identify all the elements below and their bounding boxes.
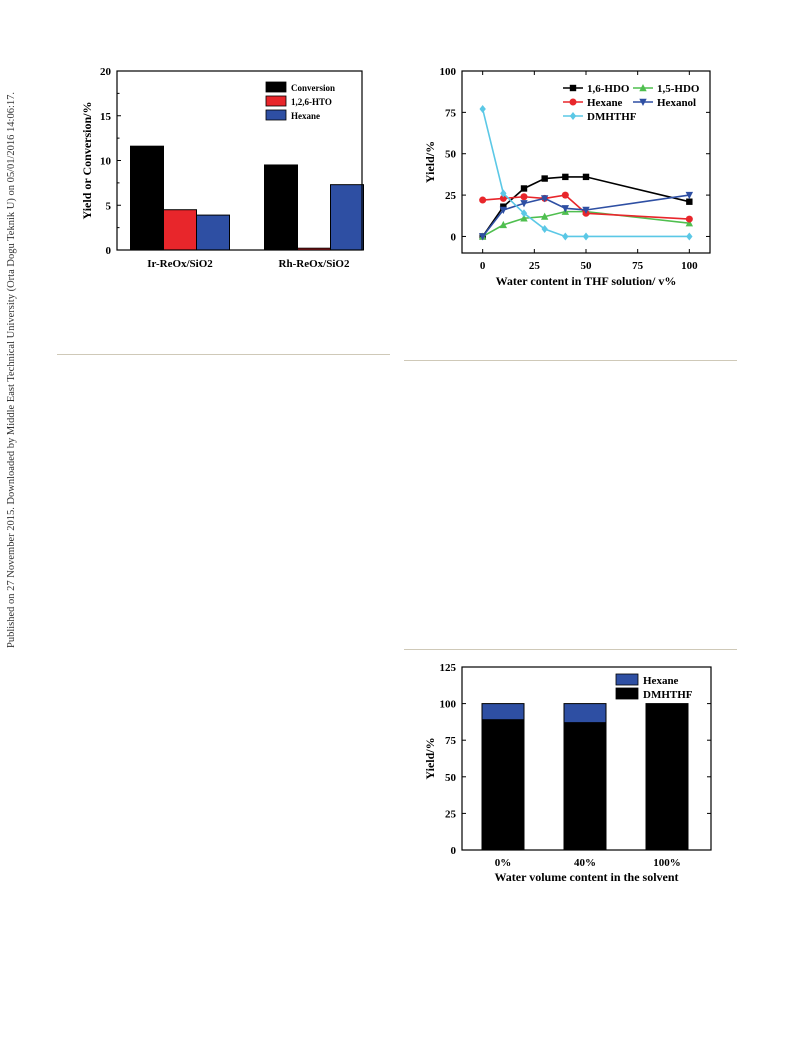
point-1-6-hdo <box>500 203 507 210</box>
point-hexanol <box>685 191 694 200</box>
y-tick-label: 100 <box>440 699 457 711</box>
y-tick-label: 20 <box>100 66 112 78</box>
point-hexane <box>561 191 569 199</box>
legend-label: DMHTHF <box>643 689 693 701</box>
bar-hexane-0 <box>481 703 525 721</box>
x-tick-label: 75 <box>632 260 644 272</box>
legend-label: 1,6-HDO <box>587 83 630 95</box>
point-hexane <box>479 196 487 204</box>
legend-swatch <box>265 95 287 107</box>
legend-marker <box>639 98 647 106</box>
point-dmhthf <box>479 105 486 114</box>
point-1-6-hdo <box>541 175 548 182</box>
y-tick-label: 125 <box>440 662 457 674</box>
point-1-6-hdo <box>582 173 590 181</box>
legend-label: Hexane <box>587 97 623 109</box>
point-hexanol <box>540 195 549 203</box>
point-1-5-hdo <box>685 219 694 227</box>
bar-hexane-1 <box>330 184 364 251</box>
y-axis-label: Yield or Conversion/% <box>80 101 94 219</box>
point-hexanol <box>582 206 590 214</box>
x-tick-label: 40% <box>574 857 596 869</box>
x-tick-label: 100% <box>653 857 681 869</box>
legend-marker <box>569 98 577 106</box>
x-axis-label: Water volume content in the solvent <box>494 870 678 884</box>
legend-label: Hexane <box>643 675 679 687</box>
plot-frame <box>461 666 712 851</box>
bar-dmhthf-2 <box>645 703 689 851</box>
legend-marker <box>569 112 577 120</box>
x-tick-label: 0 <box>480 260 486 272</box>
y-tick-label: 50 <box>445 149 457 161</box>
point-hexanol <box>520 200 528 208</box>
legend-label: 1,2,6-HTO <box>291 97 332 107</box>
legend-swatch <box>265 109 287 121</box>
legend-label: 1,5-HDO <box>657 83 700 95</box>
point-1-6-hdo <box>562 173 569 181</box>
y-tick-label: 0 <box>451 231 457 243</box>
point-hexanol <box>561 205 570 213</box>
legend-label: DMHTHF <box>587 111 637 123</box>
bar-dmhthf-1 <box>563 722 607 851</box>
legend-marker <box>639 84 647 92</box>
point-hexane <box>685 215 693 223</box>
legend-swatch <box>615 687 639 700</box>
point-dmhthf <box>541 225 548 234</box>
x-tick-label: 0% <box>495 857 512 869</box>
bar-hexane-1 <box>563 703 607 724</box>
legend-label: Conversion <box>291 83 335 93</box>
point-dmhthf <box>520 209 528 218</box>
legend-marker <box>569 84 577 92</box>
legend-label: Hexane <box>291 111 320 121</box>
x-tick-label: Ir-ReOx/SiO2 <box>147 258 213 270</box>
point-hexanol <box>499 206 508 214</box>
y-tick-label: 75 <box>445 107 457 119</box>
y-axis-label: Yield/% <box>423 141 437 183</box>
point-dmhthf <box>582 232 590 241</box>
bar-1-2-6-hto-0 <box>163 209 197 251</box>
y-tick-label: 50 <box>445 772 457 784</box>
y-tick-label: 0 <box>106 245 112 257</box>
point-hexane <box>520 193 528 201</box>
point-1-6-hdo <box>686 198 693 205</box>
y-axis-label: Yield/% <box>423 737 437 779</box>
y-tick-label: 25 <box>445 808 457 820</box>
divider-left <box>57 354 390 355</box>
x-tick-label: 25 <box>529 260 541 272</box>
point-dmhthf <box>686 232 693 241</box>
bar-conversion-1 <box>264 164 298 251</box>
legend-swatch <box>615 673 639 686</box>
y-tick-label: 100 <box>440 66 457 78</box>
x-tick-label: 50 <box>581 260 593 272</box>
point-hexane <box>499 194 507 202</box>
point-1-6-hdo <box>520 185 528 192</box>
point-1-5-hdo <box>499 220 508 229</box>
x-tick-label: 100 <box>681 260 698 272</box>
point-hexanol <box>478 233 487 241</box>
y-tick-label: 10 <box>100 156 112 168</box>
point-1-5-hdo <box>520 214 528 222</box>
y-tick-label: 75 <box>445 735 457 747</box>
x-axis-label: Water content in THF solution/ v% <box>496 274 677 288</box>
bar-dmhthf-0 <box>481 719 525 851</box>
point-dmhthf <box>562 232 569 241</box>
legend-label: Hexanol <box>657 97 696 109</box>
divider-right-2 <box>404 649 737 650</box>
y-tick-label: 0 <box>451 845 457 857</box>
x-tick-label: Rh-ReOx/SiO2 <box>279 258 350 270</box>
y-tick-label: 25 <box>445 190 457 202</box>
y-tick-label: 5 <box>106 200 112 212</box>
legend-swatch <box>265 81 287 93</box>
point-dmhthf <box>500 189 507 198</box>
point-1-5-hdo <box>540 212 549 220</box>
divider-right-1 <box>404 360 737 361</box>
y-tick-label: 15 <box>100 111 112 123</box>
